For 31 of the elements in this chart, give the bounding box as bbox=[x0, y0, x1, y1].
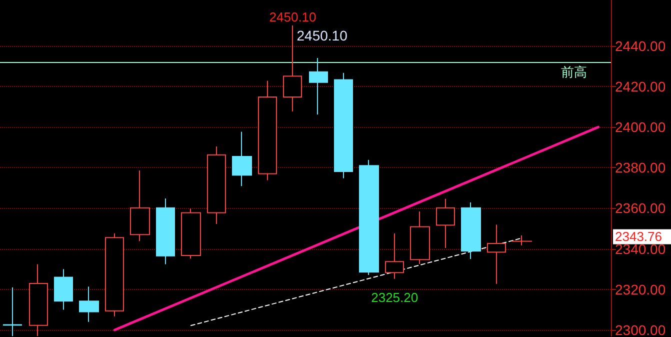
candlestick bbox=[130, 170, 150, 242]
y-tick-label: 2360.00 bbox=[615, 200, 666, 216]
annotation: 2450.10 bbox=[269, 9, 316, 24]
y-tick-label: 2380.00 bbox=[615, 160, 666, 176]
candlestick bbox=[3, 286, 22, 337]
candlestick bbox=[105, 232, 124, 317]
candlestick bbox=[359, 159, 379, 276]
candlestick bbox=[436, 198, 455, 249]
candlestick bbox=[512, 234, 532, 246]
candlestick bbox=[181, 208, 201, 260]
candlestick bbox=[258, 80, 277, 181]
y-tick-label: 2420.00 bbox=[615, 78, 666, 94]
candlestick bbox=[29, 264, 48, 337]
y-tick-label: 2300.00 bbox=[615, 322, 666, 337]
candlestick bbox=[385, 232, 404, 280]
y-tick-label: 2320.00 bbox=[615, 281, 666, 298]
annotation: 2325.20 bbox=[371, 290, 418, 305]
candlestick bbox=[232, 131, 252, 187]
candlestick bbox=[461, 202, 481, 260]
candlestick bbox=[410, 210, 430, 265]
candlestick bbox=[487, 224, 506, 284]
candlestick bbox=[54, 268, 73, 310]
candlestick bbox=[207, 146, 226, 225]
ref-line-label: 前高 bbox=[561, 64, 587, 80]
y-tick-label: 2440.00 bbox=[615, 38, 666, 54]
y-tick-label: 2400.00 bbox=[615, 119, 666, 136]
candlestick bbox=[309, 58, 328, 115]
candlestick bbox=[334, 72, 353, 179]
candlestick bbox=[156, 198, 175, 265]
annotation: 2450.10 bbox=[296, 27, 348, 44]
candlestick bbox=[79, 286, 99, 322]
